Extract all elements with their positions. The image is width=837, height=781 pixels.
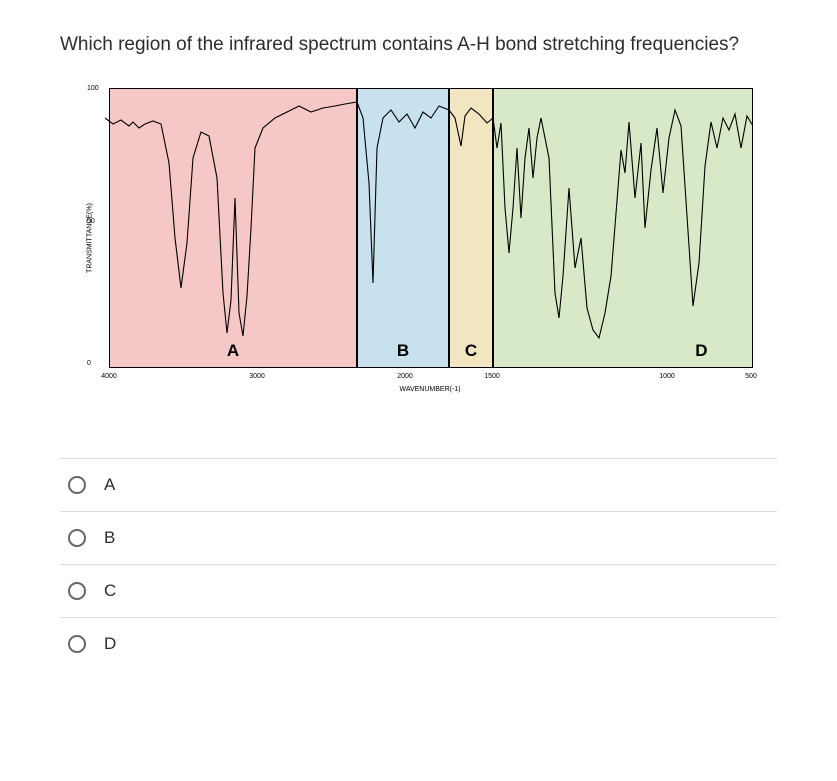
option-b[interactable]: B <box>60 511 777 564</box>
xtick-4: 1000 <box>659 373 675 380</box>
xtick-2: 2000 <box>397 373 413 380</box>
option-c[interactable]: C <box>60 564 777 617</box>
ytick-2: 0 <box>87 360 91 367</box>
ir-spectrum-chart: TRANSMITTANCE(%) 100 50 0 A B C D 4000 3… <box>65 88 765 388</box>
plot-area: A B C D 4000 3000 2000 1500 1000 500 WAV… <box>105 88 755 368</box>
spectrum-svg <box>105 88 755 368</box>
question-text: Which region of the infrared spectrum co… <box>60 30 777 60</box>
xtick-3: 1500 <box>484 373 500 380</box>
xtick-5: 500 <box>745 373 757 380</box>
radio-icon <box>68 582 86 600</box>
ytick-1: 50 <box>87 218 95 225</box>
x-axis-label: WAVENUMBER(-1) <box>399 386 460 393</box>
option-d-label: D <box>104 634 116 654</box>
option-a-label: A <box>104 475 115 495</box>
ytick-0: 100 <box>87 85 99 92</box>
xtick-1: 3000 <box>249 373 265 380</box>
radio-icon <box>68 476 86 494</box>
spectrum-line <box>105 102 753 338</box>
xtick-0: 4000 <box>101 373 117 380</box>
radio-icon <box>68 529 86 547</box>
option-d[interactable]: D <box>60 617 777 670</box>
option-c-label: C <box>104 581 116 601</box>
option-b-label: B <box>104 528 115 548</box>
option-a[interactable]: A <box>60 458 777 511</box>
radio-icon <box>68 635 86 653</box>
y-axis-label: TRANSMITTANCE(%) <box>86 203 93 273</box>
answer-options: A B C D <box>60 458 777 670</box>
